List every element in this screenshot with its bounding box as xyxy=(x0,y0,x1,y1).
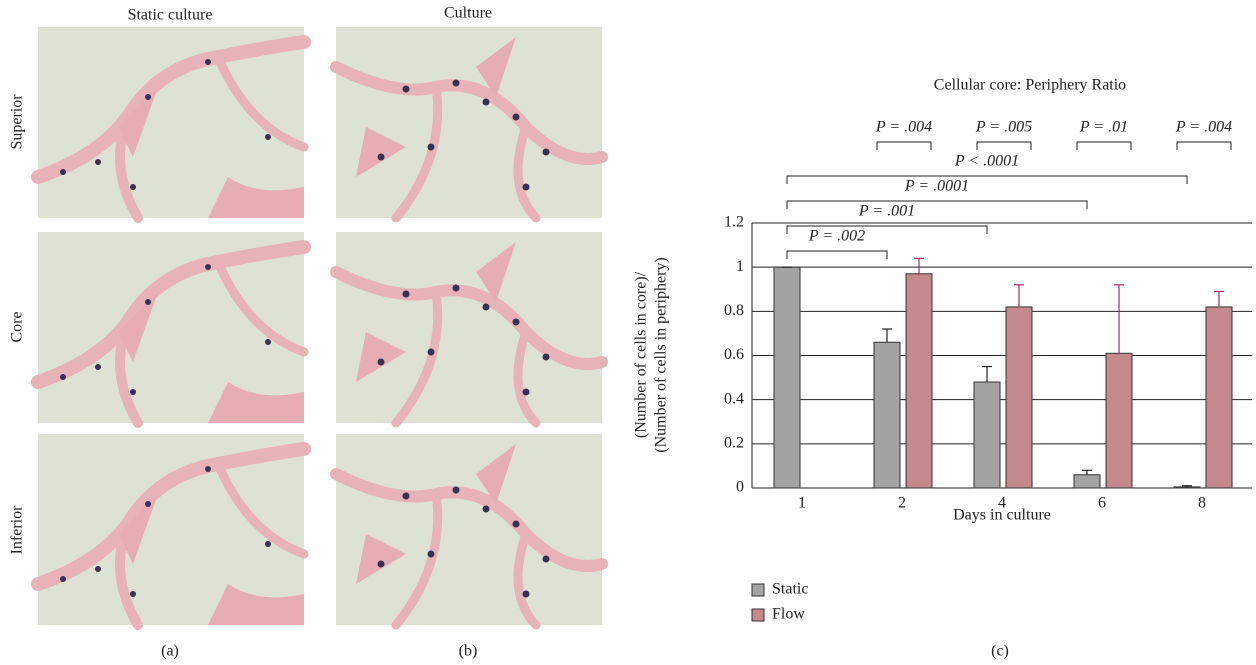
panel-label: (c) xyxy=(991,643,1009,660)
x-tick-label: 6 xyxy=(1098,495,1106,512)
legend-swatch xyxy=(751,583,765,597)
bracket xyxy=(786,250,888,259)
p-value: P = .001 xyxy=(858,203,915,220)
y-tick-label: 0.6 xyxy=(724,346,744,363)
bracket xyxy=(786,225,988,234)
y-tick-label: 0.4 xyxy=(724,390,744,407)
y-tick-label: 0 xyxy=(736,479,744,496)
error-bar xyxy=(914,257,924,274)
error-bar xyxy=(982,365,992,382)
row-label: Inferior xyxy=(9,505,26,555)
bar xyxy=(973,381,1001,489)
error-bar xyxy=(1182,485,1192,487)
bar xyxy=(905,273,933,489)
bar xyxy=(1073,474,1101,489)
bracket xyxy=(876,141,932,150)
p-value: P = .004 xyxy=(875,119,932,136)
bracket xyxy=(976,141,1032,150)
chart-title: Cellular core: Periphery Ratio xyxy=(934,77,1126,94)
x-tick-label: 8 xyxy=(1198,495,1206,512)
bar xyxy=(1005,306,1033,489)
x-tick-label: 2 xyxy=(898,495,906,512)
bar xyxy=(1205,306,1233,489)
legend-label: Flow xyxy=(772,606,805,623)
panel-label: (a) xyxy=(161,643,179,660)
x-tick-label: 1 xyxy=(798,495,806,512)
error-bar xyxy=(1014,284,1024,307)
bracket xyxy=(1076,141,1132,150)
x-axis-label: Days in culture xyxy=(953,507,1051,524)
legend-swatch xyxy=(751,608,765,622)
bracket xyxy=(1176,141,1232,150)
error-bar xyxy=(1214,290,1224,307)
p-value: P = .005 xyxy=(975,119,1032,136)
p-value: P = .01 xyxy=(1079,119,1128,136)
y-tick-label: 0.2 xyxy=(724,435,744,452)
micrograph xyxy=(336,232,602,423)
micrograph xyxy=(336,434,602,625)
y-tick-label: 1.2 xyxy=(724,214,744,231)
p-value: P < .0001 xyxy=(954,153,1019,170)
bar xyxy=(773,266,801,489)
error-bar xyxy=(1114,284,1124,354)
panel-label: (b) xyxy=(459,643,478,660)
x-tick-label: 4 xyxy=(998,495,1006,512)
y-axis-label: (Number of cells in core)/ xyxy=(633,271,650,438)
p-value: P = .0001 xyxy=(904,178,969,195)
column-title: Culture xyxy=(444,5,492,22)
p-value: P = .002 xyxy=(808,228,865,245)
bar xyxy=(1105,352,1133,489)
bar xyxy=(873,341,901,489)
error-bar xyxy=(1082,469,1092,475)
bar xyxy=(1173,486,1201,489)
column-title: Static culture xyxy=(128,7,213,24)
micrograph xyxy=(38,434,304,625)
error-bar xyxy=(882,328,892,343)
p-value: P = .004 xyxy=(1175,119,1232,136)
y-axis-label: (Number of cells in periphery) xyxy=(653,257,670,452)
micrograph xyxy=(336,27,602,218)
y-tick-label: 1 xyxy=(736,258,744,275)
y-tick-label: 0.8 xyxy=(724,302,744,319)
micrograph xyxy=(38,232,304,423)
micrograph xyxy=(38,27,304,218)
bracket xyxy=(786,200,1088,209)
row-label: Core xyxy=(9,311,26,342)
legend-label: Static xyxy=(772,581,808,598)
bracket xyxy=(786,175,1188,184)
row-label: Superior xyxy=(9,94,26,150)
